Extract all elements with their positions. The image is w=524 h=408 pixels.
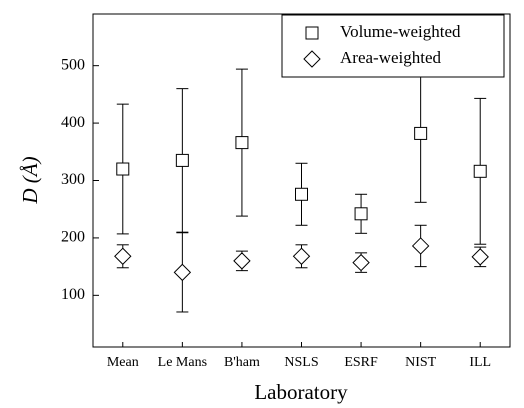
y-tick-label: 200 — [61, 229, 85, 246]
legend-marker — [303, 50, 321, 68]
y-tick-label: 500 — [61, 56, 85, 73]
marker — [414, 126, 428, 140]
legend-label: Area-weighted — [340, 48, 442, 67]
y-tick-label: 100 — [61, 286, 85, 303]
marker — [233, 252, 251, 270]
y-tick-label: 400 — [61, 114, 85, 131]
marker — [292, 247, 311, 265]
x-tick-label: ESRF — [344, 355, 378, 370]
y-axis-label: D (Å) — [18, 156, 42, 204]
x-tick-label: NSLS — [284, 355, 318, 370]
marker — [116, 162, 130, 176]
marker — [352, 253, 370, 272]
legend-label: Volume-weighted — [340, 22, 461, 41]
x-tick-label: B'ham — [224, 355, 260, 370]
x-tick-label: NIST — [405, 355, 437, 370]
y-tick-label: 300 — [61, 171, 85, 188]
marker — [235, 136, 249, 150]
marker — [173, 263, 192, 282]
x-tick-label: Mean — [107, 355, 139, 370]
x-axis-label: Laboratory — [254, 380, 348, 404]
marker — [295, 187, 308, 201]
x-tick-label: ILL — [469, 355, 491, 370]
marker — [411, 237, 430, 255]
marker — [471, 248, 489, 266]
legend-marker — [305, 26, 319, 40]
marker — [114, 247, 132, 265]
legend-box — [281, 14, 505, 78]
marker — [354, 207, 368, 221]
marker — [473, 164, 487, 178]
marker — [175, 153, 189, 167]
x-tick-label: Le Mans — [158, 355, 207, 370]
